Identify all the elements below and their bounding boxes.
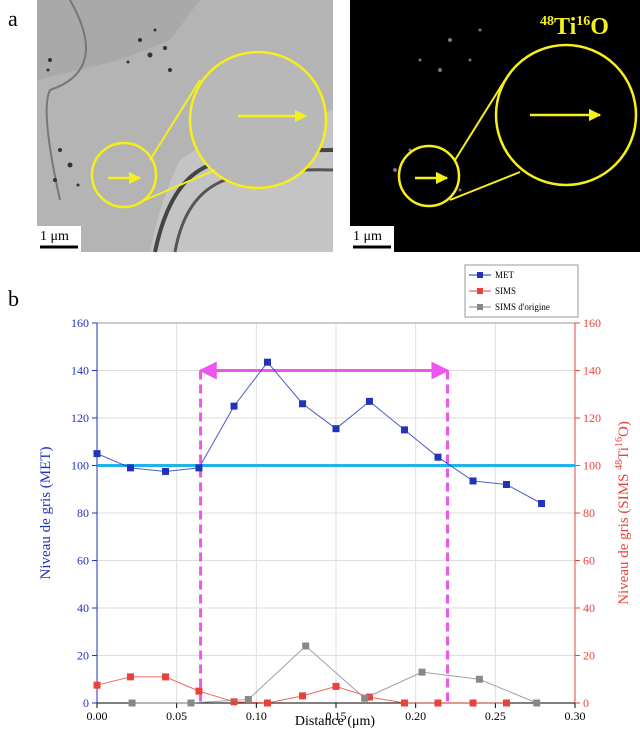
y-tick-label: 80 [77, 506, 89, 520]
y-tick-label: 120 [71, 411, 89, 425]
data-point [195, 464, 203, 472]
legend-label: SIMS [495, 286, 516, 296]
y2-tick-label: 100 [583, 459, 601, 473]
data-point [263, 358, 271, 366]
data-point [299, 692, 307, 700]
x-tick-label: 0.05 [166, 709, 187, 723]
y-tick-label: 140 [71, 364, 89, 378]
legend-marker [477, 272, 483, 278]
data-point [299, 400, 307, 408]
y2-tick-label: 40 [583, 601, 595, 615]
y2-tick-label: 120 [583, 411, 601, 425]
data-point [128, 699, 136, 707]
scale-bar-label: 1 μm [40, 229, 69, 244]
data-point [401, 426, 409, 434]
data-point [469, 699, 477, 707]
data-point [533, 699, 541, 707]
y-tick-label: 100 [71, 459, 89, 473]
data-point [332, 682, 340, 690]
panel-label: b [8, 286, 19, 311]
legend-marker [477, 288, 483, 294]
y2-tick-label: 60 [583, 554, 595, 568]
data-point [502, 481, 510, 488]
y2-tick-label: 0 [583, 696, 589, 710]
y-tick-label: 160 [71, 316, 89, 330]
x-tick-label: 0.25 [485, 709, 506, 723]
data-point [244, 695, 252, 703]
data-point [538, 500, 546, 507]
data-point [93, 681, 101, 689]
data-point [365, 397, 373, 405]
data-point [365, 693, 373, 701]
data-point [187, 699, 195, 707]
y2-tick-label: 160 [583, 316, 601, 330]
data-point [332, 425, 340, 433]
y2-tick-label: 140 [583, 364, 601, 378]
y-tick-label: 20 [77, 649, 89, 663]
panel-label: a [8, 6, 18, 31]
series-line [96, 361, 542, 504]
data-point [434, 453, 442, 461]
data-point [93, 450, 101, 458]
y-tick-label: 40 [77, 601, 89, 615]
micrograph-tem: 1 μm [37, 0, 334, 253]
y2-tick-label: 20 [583, 649, 595, 663]
data-point [475, 675, 483, 683]
data-point [195, 687, 203, 695]
x-axis-label: Distance (μm) [295, 714, 376, 729]
image-label: 48Ti16O [540, 14, 609, 40]
data-point [502, 699, 510, 707]
scale-bar-label: 1 μm [353, 229, 382, 244]
data-point [418, 668, 426, 676]
data-point [302, 642, 310, 650]
data-point [230, 402, 238, 410]
data-point [162, 467, 170, 475]
data-point [361, 694, 369, 702]
legend-label: MET [495, 270, 515, 280]
data-point [230, 698, 238, 706]
x-tick-label: 0.15 [326, 709, 347, 723]
legend-marker [477, 304, 483, 310]
x-tick-label: 0.00 [87, 709, 108, 723]
y2-axis-label: Niveau de gris (SIMS 48Ti16O) [614, 421, 632, 605]
data-point [162, 673, 170, 681]
y-tick-label: 60 [77, 554, 89, 568]
series-line [132, 645, 537, 704]
data-point [126, 673, 134, 681]
x-tick-label: 0.30 [565, 709, 586, 723]
legend-label: SIMS d'origine [495, 302, 550, 312]
plot: 0.00 0.05 0.10 0.15 0.20 0.25 0.30020406080100… [71, 264, 601, 723]
y2-tick-label: 80 [583, 506, 595, 520]
data-point [469, 477, 477, 485]
y-tick-label: 0 [83, 696, 89, 710]
data-point [434, 699, 442, 707]
micrograph-sims: 48Ti16O 1 μm [350, 0, 640, 252]
data-point [401, 699, 409, 707]
x-tick-label: 0.10 [246, 709, 267, 723]
data-point [126, 464, 134, 472]
y-axis-label: Niveau de gris (MET) [38, 447, 54, 580]
x-tick-label: 0.20 [405, 709, 426, 723]
data-point [263, 699, 271, 707]
